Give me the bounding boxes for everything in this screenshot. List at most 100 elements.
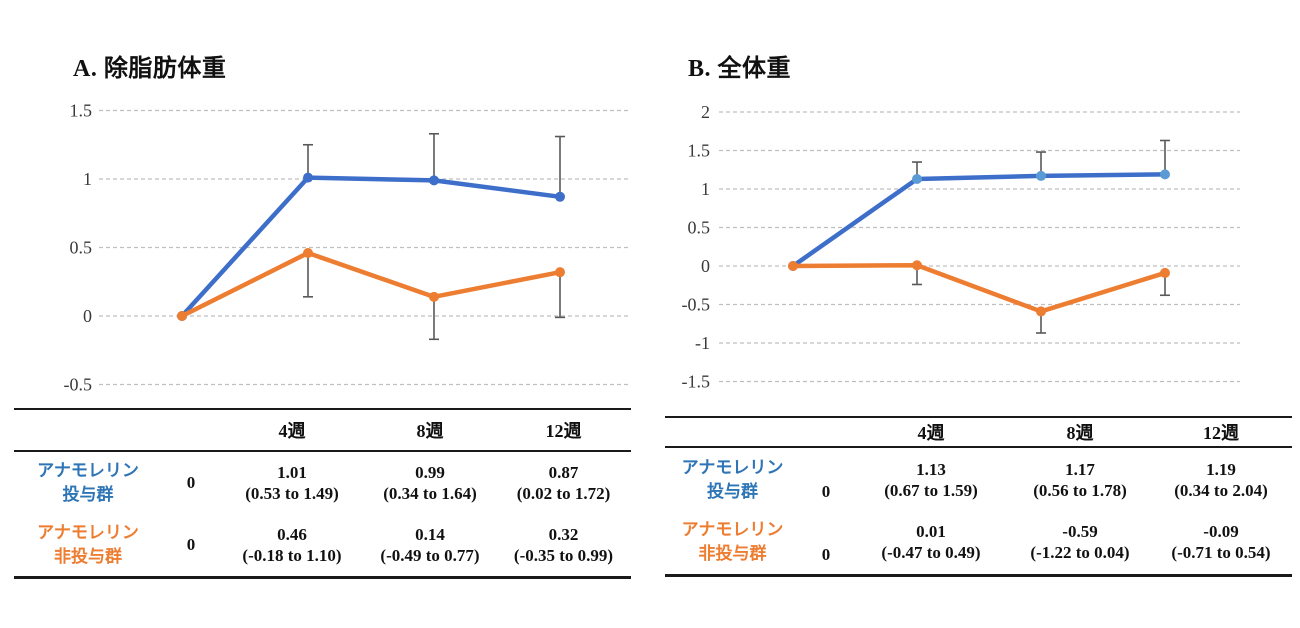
baseline-value: 0 xyxy=(821,544,831,564)
series-line-1 xyxy=(790,262,1168,314)
data-point-marker xyxy=(555,267,565,278)
data-point-marker xyxy=(429,175,439,186)
ci-value: (-0.35 to 0.99) xyxy=(513,545,614,565)
value-cell: -0.59 (-1.22 to 0.04) xyxy=(1010,511,1150,575)
ci-value: (-0.49 to 0.77) xyxy=(380,545,480,565)
table-b-header-empty-baseline xyxy=(800,417,852,447)
line-chart-b: 2 1.5 1 0.5 0 -0.5 -1 -1.5 xyxy=(682,102,1240,392)
series-label-line2: 非投与群 xyxy=(54,546,122,566)
value-cell: 0.99 (0.34 to 1.64) xyxy=(364,451,496,514)
value-cell: 1.17 (0.56 to 1.78) xyxy=(1010,447,1150,511)
value-cell: 1.01 (0.53 to 1.49) xyxy=(220,451,364,514)
mean-value: 1.19 xyxy=(1206,459,1236,479)
data-point-marker xyxy=(177,311,187,321)
series-line-0 xyxy=(790,172,1168,269)
table-a-header-row: 4週 8週 12週 xyxy=(14,409,631,451)
data-point-marker xyxy=(1160,169,1170,180)
data-point-marker xyxy=(555,191,565,202)
panel-a-title: A. 除脂肪体重 xyxy=(73,56,227,82)
series-label-line1: アナモレリン xyxy=(681,520,784,540)
ci-value: (0.53 to 1.49) xyxy=(245,484,339,503)
ci-value: (0.34 to 1.64) xyxy=(383,484,477,503)
value-cell: 0.01 (-0.47 to 0.49) xyxy=(852,511,1010,575)
baseline-value: 0 xyxy=(186,473,196,492)
table-row-untreated: アナモレリン 非投与群 0 0.01 (-0.47 to 0.49) -0.59… xyxy=(665,511,1292,575)
ci-value: (-1.22 to 0.04) xyxy=(1030,543,1130,563)
y-tick-label: 0 xyxy=(83,306,92,326)
ci-value: (0.67 to 1.59) xyxy=(884,480,978,500)
table-b-week-header: 12週 xyxy=(1203,423,1239,443)
table-b-header-row: 4週 8週 12週 xyxy=(665,417,1292,447)
line-chart-a: 1.5 1 0.5 0 -0.5 xyxy=(64,101,628,395)
y-tick-label: 1.5 xyxy=(688,141,711,161)
ci-value: (0.56 to 1.78) xyxy=(1033,480,1127,500)
series-label-line2: 非投与群 xyxy=(698,544,767,564)
y-tick-label: -1.5 xyxy=(682,372,711,392)
summary-table-b: 4週 8週 12週 アナモレリン 投与群 0 1.13 (0.67 to 1.5… xyxy=(665,416,1292,577)
table-a-header-empty-baseline xyxy=(162,409,220,451)
y-tick-label: -0.5 xyxy=(682,295,711,315)
data-point-marker xyxy=(303,172,313,183)
value-cell: 0.32 (-0.35 to 0.99) xyxy=(496,514,631,577)
mean-value: 0.99 xyxy=(415,463,445,482)
mean-value: -0.59 xyxy=(1062,522,1098,542)
y-tick-label: -0.5 xyxy=(64,375,93,395)
ci-value: (-0.47 to 0.49) xyxy=(881,543,981,563)
y-tick-label: -1 xyxy=(695,333,710,353)
y-tick-label: 0 xyxy=(701,256,710,276)
value-cell: 1.13 (0.67 to 1.59) xyxy=(852,447,1010,511)
table-a-header-empty-label xyxy=(14,409,162,451)
mean-value: 1.01 xyxy=(277,463,307,482)
y-tick-label: 2 xyxy=(701,102,710,122)
ci-value: (-0.71 to 0.54) xyxy=(1171,543,1271,563)
data-point-marker xyxy=(1036,170,1046,181)
data-point-marker xyxy=(429,291,439,302)
series-label-line1: アナモレリン xyxy=(37,461,139,480)
y-tick-label: 1.5 xyxy=(70,101,93,121)
table-row-treated: アナモレリン 投与群 0 1.01 (0.53 to 1.49) 0.99 (0… xyxy=(14,451,631,514)
mean-value: 1.13 xyxy=(916,459,946,479)
y-tick-label: 1 xyxy=(701,179,710,199)
series-label-treated: アナモレリン 投与群 xyxy=(665,447,800,511)
mean-value: 0.32 xyxy=(548,524,579,544)
series-label-line2: 投与群 xyxy=(62,485,114,504)
y-tick-label: 0.5 xyxy=(70,238,93,258)
series-label-untreated: アナモレリン 非投与群 xyxy=(665,511,800,575)
data-point-marker xyxy=(1160,267,1170,278)
ci-value: (-0.18 to 1.10) xyxy=(242,545,342,565)
panel-b-title: B. 全体重 xyxy=(688,56,792,82)
series-line-1 xyxy=(179,250,563,319)
value-cell: 0.87 (0.02 to 1.72) xyxy=(496,451,631,514)
mean-value: 0.14 xyxy=(415,524,445,544)
table-a-week-header: 12週 xyxy=(545,421,582,441)
data-point-marker xyxy=(303,247,313,258)
mean-value: 1.17 xyxy=(1065,459,1095,479)
table-row-treated: アナモレリン 投与群 0 1.13 (0.67 to 1.59) 1.17 (0… xyxy=(665,447,1292,511)
ci-value: (0.34 to 2.04) xyxy=(1174,480,1268,500)
mean-value: 0.87 xyxy=(548,463,579,482)
mean-value: 0.46 xyxy=(277,524,307,544)
series-label-line2: 投与群 xyxy=(707,481,758,501)
value-cell: 1.19 (0.34 to 2.04) xyxy=(1150,447,1292,511)
value-cell: 0.14 (-0.49 to 0.77) xyxy=(364,514,496,577)
y-tick-label: 1 xyxy=(83,169,92,189)
table-a-week-header: 4週 xyxy=(278,421,306,441)
value-cell: -0.09 (-0.71 to 0.54) xyxy=(1150,511,1292,575)
table-b-week-header: 8週 xyxy=(1066,423,1094,443)
mean-value: 0.01 xyxy=(916,522,946,542)
ci-value: (0.02 to 1.72) xyxy=(516,484,611,503)
summary-table-a: 4週 8週 12週 アナモレリン 投与群 0 1.01 (0.53 to 1.4… xyxy=(14,408,631,579)
data-point-marker xyxy=(788,261,798,271)
baseline-value: 0 xyxy=(821,482,831,501)
data-point-marker xyxy=(1036,306,1046,317)
data-point-marker xyxy=(912,260,922,271)
table-a-week-header: 8週 xyxy=(416,421,444,441)
value-cell: 0.46 (-0.18 to 1.10) xyxy=(220,514,364,577)
baseline-value: 0 xyxy=(186,534,196,554)
y-tick-label: 0.5 xyxy=(688,218,711,238)
series-label-line1: アナモレリン xyxy=(37,522,139,542)
series-label-untreated: アナモレリン 非投与群 xyxy=(14,514,162,577)
series-line-0 xyxy=(179,175,563,319)
table-row-untreated: アナモレリン 非投与群 0 0.46 (-0.18 to 1.10) 0.14 … xyxy=(14,514,631,577)
